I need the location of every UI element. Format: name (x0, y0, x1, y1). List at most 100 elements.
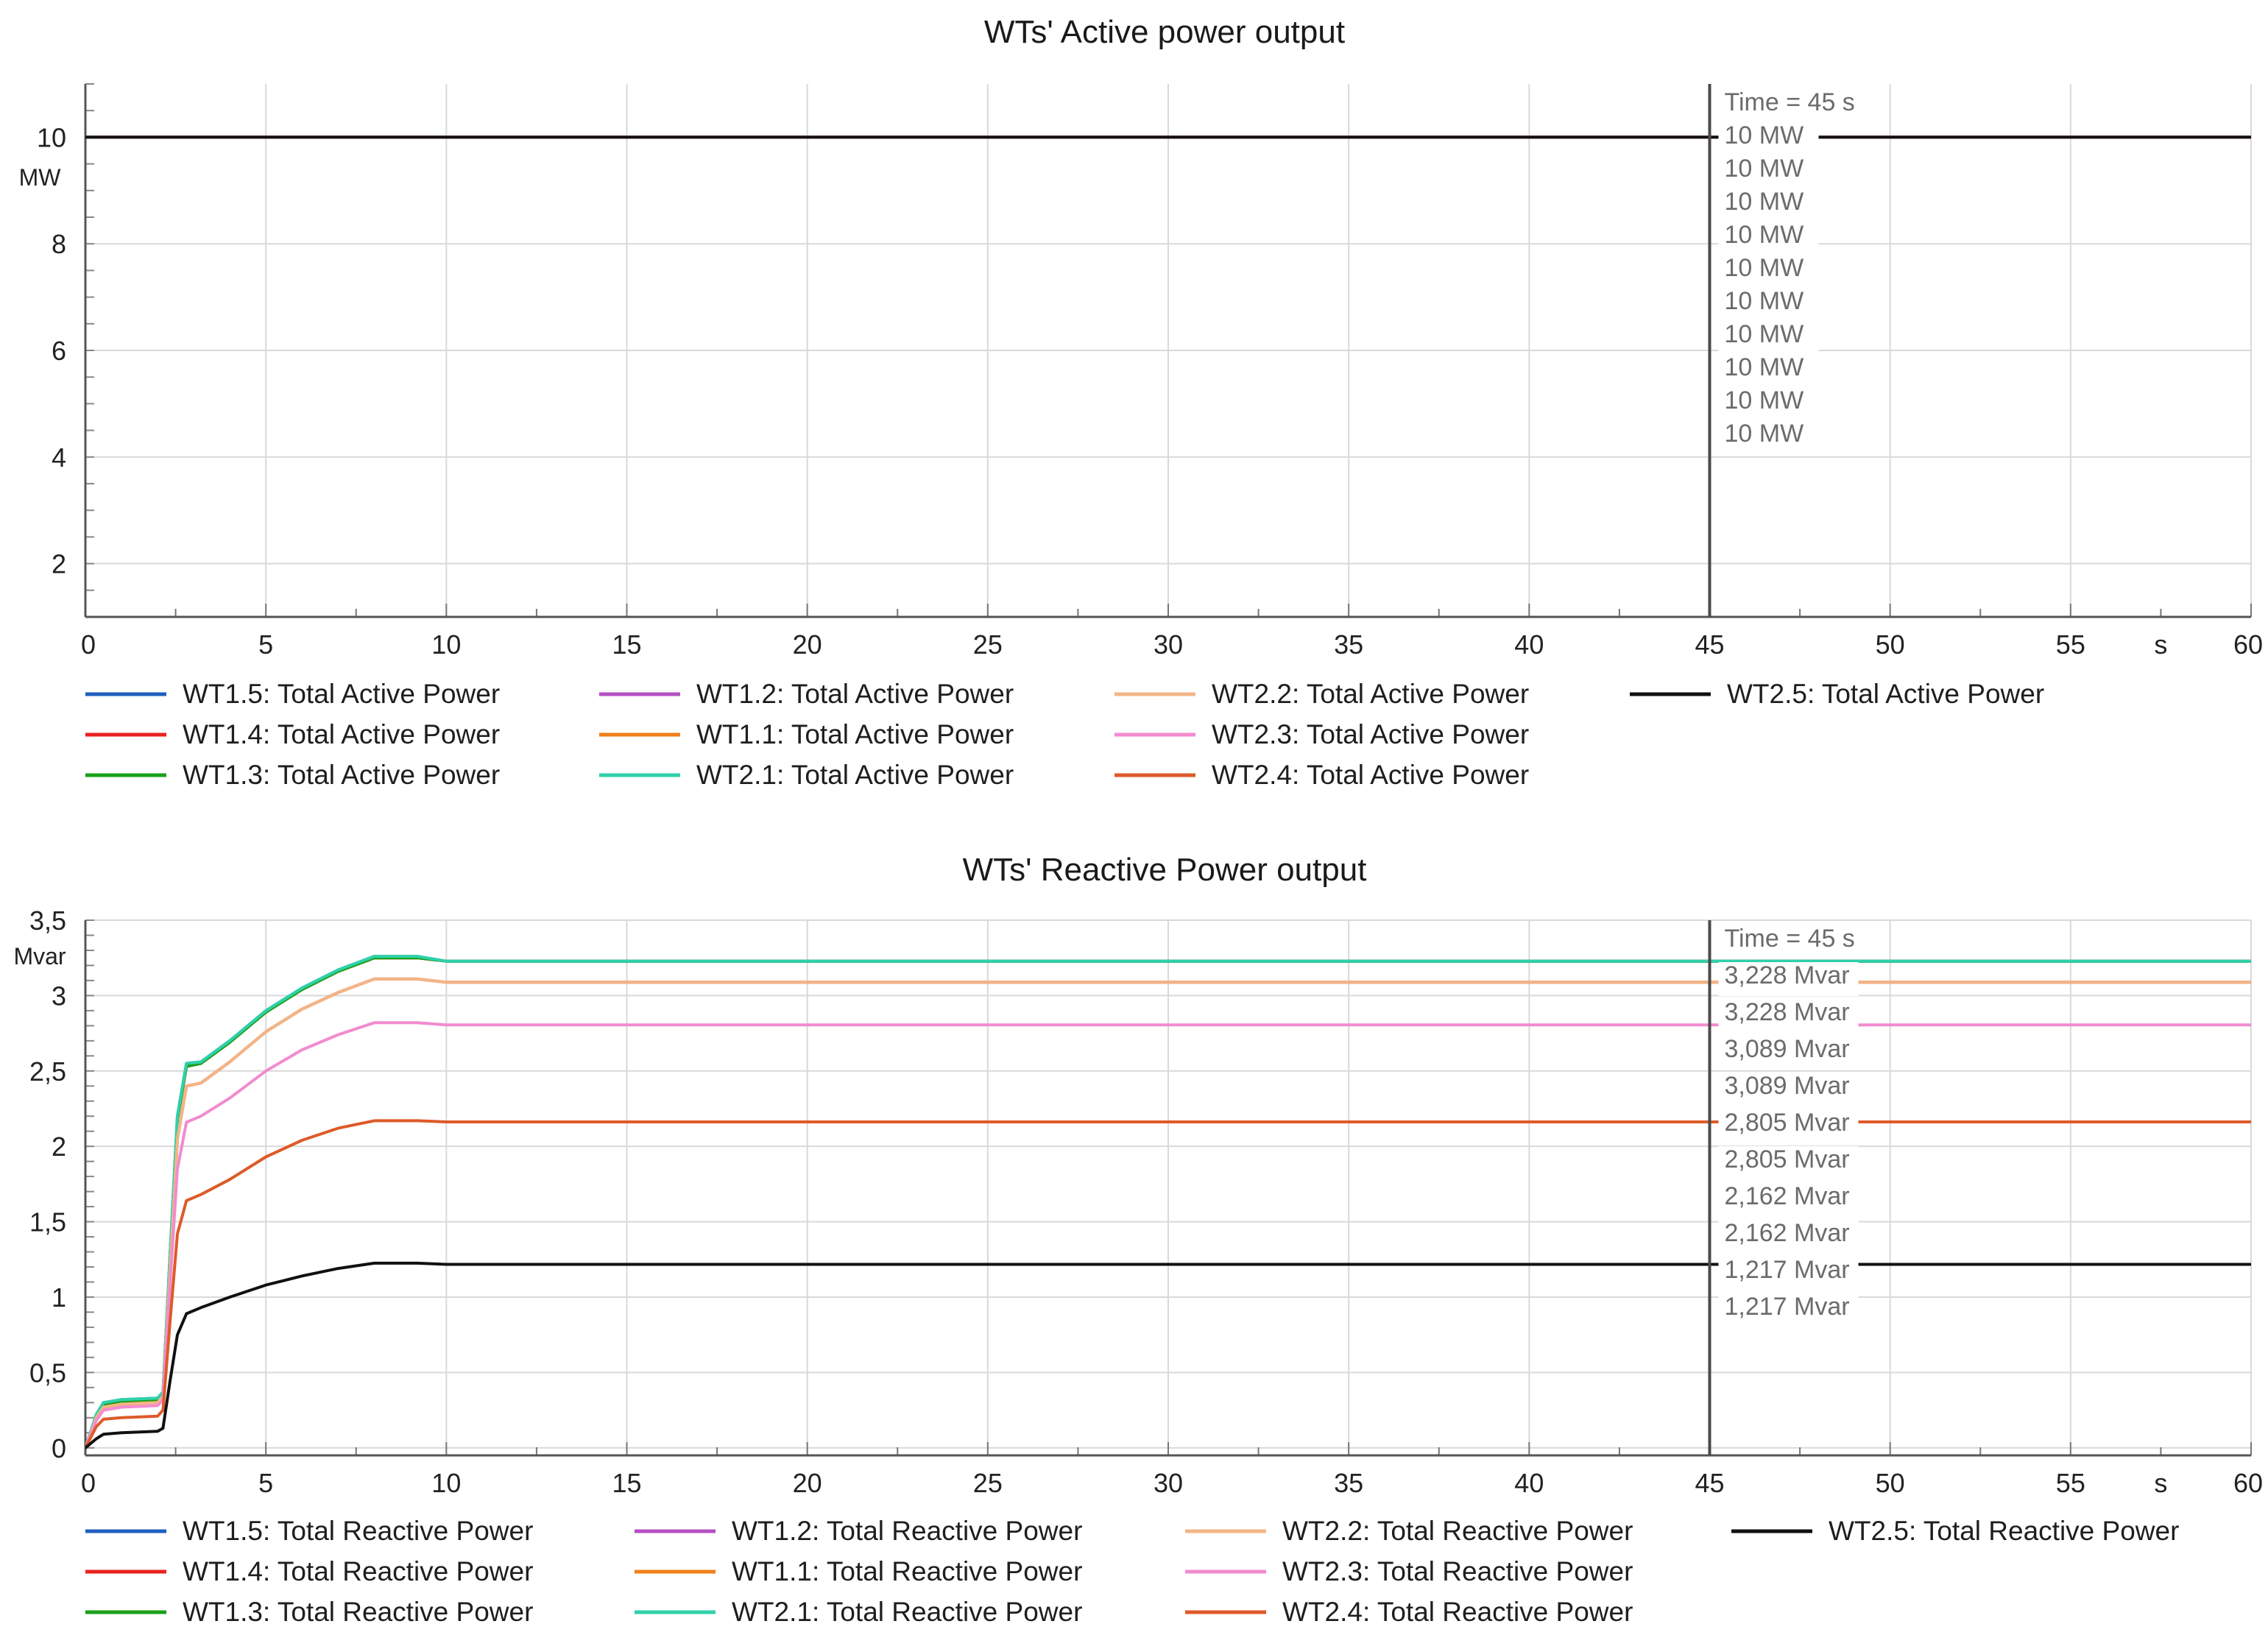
x-tick-label: 10 (431, 629, 461, 660)
legend-label: WT1.5: Total Active Power (183, 679, 500, 709)
x-tick-label: 55 (2056, 1468, 2085, 1498)
cursor-value-knockout (1718, 962, 1859, 996)
legend-label: WT2.2: Total Reactive Power (1282, 1516, 1633, 1546)
y-tick-label: 0 (52, 1433, 66, 1463)
chart-panel-1: WTs' Active power output 0 5 10 15 20 25 30 35 40… (19, 14, 2263, 790)
legend-label: WT1.1: Total Active Power (696, 719, 1014, 749)
legend-label: WT2.1: Total Reactive Power (732, 1597, 1082, 1627)
x-tick-label: 20 (793, 1468, 822, 1498)
x-unit-label: s (2154, 1468, 2167, 1498)
legend-item: WT2.1: Total Reactive Power (635, 1597, 1082, 1627)
y-tick-label: 0,5 (29, 1357, 66, 1388)
cursor-value-label: 2,162 Mvar (1725, 1182, 1850, 1210)
legend-label: WT1.1: Total Reactive Power (732, 1556, 1082, 1586)
x-tick-label: 45 (1695, 629, 1724, 660)
series-group (85, 955, 2251, 1450)
x-tick-label: 40 (1514, 1468, 1544, 1498)
y-tick-label: 2,5 (29, 1056, 66, 1087)
x-tick-label: 15 (612, 1468, 641, 1498)
x-tick-label: 50 (1876, 629, 1905, 660)
legend-item: WT1.5: Total Active Power (85, 679, 500, 709)
legend-label: WT2.3: Total Reactive Power (1282, 1556, 1633, 1586)
legend-item: WT2.3: Total Reactive Power (1185, 1556, 1633, 1586)
cursor-value-label: 10 MW (1725, 287, 1804, 315)
cursor-value-knockout (1718, 1073, 1859, 1106)
legend-item: WT2.5: Total Reactive Power (1731, 1516, 2179, 1546)
cursor-value-knockout (1718, 354, 1819, 384)
cursor-value-knockout (1718, 1146, 1859, 1180)
y-tick-label: 2 (52, 549, 66, 579)
cursor-value-label: 2,805 Mvar (1725, 1145, 1850, 1173)
cursor-value-label: 3,228 Mvar (1725, 961, 1850, 989)
cursor-value-label: 10 MW (1725, 155, 1804, 183)
cursor-value-label: 10 MW (1725, 121, 1804, 149)
x-tick-label: 45 (1695, 1468, 1724, 1498)
legend-item: WT1.3: Total Reactive Power (85, 1597, 533, 1627)
legend-item: WT1.5: Total Reactive Power (85, 1516, 533, 1546)
x-tick-label: 35 (1334, 629, 1363, 660)
series-line-wt1-3 (85, 956, 2251, 1450)
cursor-value-knockout (1718, 1183, 1859, 1217)
cursor-value-knockout (1718, 222, 1819, 252)
cursor-value-label: 10 MW (1725, 320, 1804, 348)
cursor-value-label: 3,089 Mvar (1725, 1035, 1850, 1063)
cursor-value-knockout (1718, 122, 1819, 152)
legend-item: WT2.2: Total Active Power (1114, 679, 1529, 709)
x-tick-label: 0 (81, 629, 96, 660)
cursor-value-knockout (1718, 155, 1819, 186)
x-tick-label: 55 (2056, 629, 2085, 660)
cursor-value-label: 1,217 Mvar (1725, 1256, 1850, 1284)
legend-label: WT2.4: Total Reactive Power (1282, 1597, 1633, 1627)
legend-label: WT2.5: Total Reactive Power (1829, 1516, 2179, 1546)
legend-label: WT1.4: Total Reactive Power (183, 1556, 533, 1586)
cursor-value-label: 3,228 Mvar (1725, 998, 1850, 1026)
cursor-time-label: Time = 45 s (1725, 925, 1855, 953)
x-tick-label: 35 (1334, 1468, 1363, 1498)
cursor-label-knockout (1718, 925, 1878, 959)
y-tick-label: 1 (52, 1282, 66, 1313)
x-tick-label: 30 (1154, 1468, 1183, 1498)
legend-item: WT2.4: Total Reactive Power (1185, 1597, 1633, 1627)
chart-title: WTs' Reactive Power output (963, 852, 1367, 888)
series-line-wt2-5 (85, 1261, 2251, 1450)
y-tick-label: 3,5 (29, 905, 66, 936)
x-tick-label: 15 (612, 629, 641, 660)
y-tick-label: 6 (52, 336, 66, 366)
cursor-value-label: 10 MW (1725, 188, 1804, 216)
cursor-value-label: 10 MW (1725, 353, 1804, 381)
cursor-value-knockout (1718, 1293, 1859, 1327)
cursor-value-knockout (1718, 255, 1819, 285)
cursor-value-knockout (1718, 188, 1819, 219)
series-line-wt2-3 (85, 1021, 2251, 1450)
legend-label: WT2.1: Total Active Power (696, 760, 1014, 790)
legend-item: WT1.4: Total Reactive Power (85, 1556, 533, 1586)
y-tick-label: 2 (52, 1131, 66, 1162)
chart-title: WTs' Active power output (984, 14, 1345, 50)
cursor-value-label: 10 MW (1725, 221, 1804, 249)
x-tick-label: 25 (973, 1468, 1003, 1498)
x-tick-label: 60 (2233, 1468, 2263, 1498)
legend-label: WT2.5: Total Active Power (1727, 679, 2044, 709)
y-tick-label: 10 (37, 122, 66, 152)
cursor-value-label: 2,162 Mvar (1725, 1219, 1850, 1247)
x-tick-label: 60 (2233, 629, 2263, 660)
cursor-value-knockout (1718, 1257, 1859, 1290)
series-line-wt2-4 (85, 1119, 2251, 1450)
y-unit-label: MW (19, 164, 62, 191)
y-tick-label: 8 (52, 229, 66, 259)
legend-label: WT1.3: Total Active Power (183, 760, 500, 790)
cursor-value-label: 10 MW (1725, 254, 1804, 282)
legend-label: WT2.2: Total Active Power (1212, 679, 1529, 709)
legend-label: WT1.2: Total Reactive Power (732, 1516, 1082, 1546)
legend-item: WT2.3: Total Active Power (1114, 719, 1529, 749)
legend-label: WT2.4: Total Active Power (1212, 760, 1529, 790)
y-tick-label: 4 (52, 442, 66, 473)
legend-label: WT1.4: Total Active Power (183, 719, 500, 749)
x-tick-label: 10 (431, 1468, 461, 1498)
cursor-value-knockout (1718, 420, 1819, 451)
legend-item: WT1.4: Total Active Power (85, 719, 500, 749)
legend-item: WT2.4: Total Active Power (1114, 760, 1529, 790)
